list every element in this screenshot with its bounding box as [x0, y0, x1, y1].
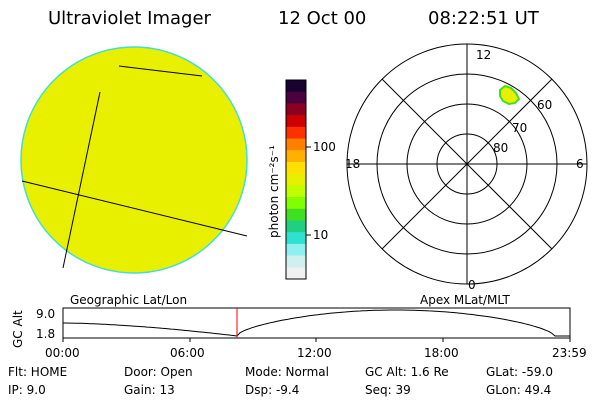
colorbar-segment: [286, 232, 306, 245]
colorbar: [286, 80, 306, 280]
time-tick-label: 00:00: [45, 346, 80, 360]
altitude-axis-label: GC Alt: [11, 310, 25, 348]
time-tick-label: 23:59: [552, 346, 587, 360]
geographic-grid-line: [62, 91, 101, 269]
aurora-patch: [499, 84, 521, 106]
colorbar-segment: [286, 255, 306, 268]
glon-info: GLon: 49.4: [486, 383, 552, 397]
time-label: 08:22:51 UT: [428, 8, 539, 29]
time-tick-label: 06:00: [170, 346, 205, 360]
filter-info: Flt: HOME: [8, 365, 68, 379]
colorbar-tick-label: 10: [313, 228, 328, 242]
colorbar-segment: [286, 126, 306, 140]
colorbar-segment: [286, 267, 306, 280]
altitude-curve: [63, 309, 570, 337]
magnetic-panel-label: Apex MLat/MLT: [420, 293, 510, 307]
mlt-label-18: 18: [345, 157, 360, 171]
time-tick-label: 18:00: [424, 346, 459, 360]
mlt-label-12: 12: [476, 48, 491, 62]
geographic-disk: [20, 46, 248, 274]
ip-info: IP: 9.0: [8, 383, 46, 397]
date-label: 12 Oct 00: [278, 8, 367, 29]
geographic-grid-line: [21, 180, 248, 237]
colorbar-segment: [286, 103, 306, 116]
mlt-label-6: 6: [576, 157, 584, 171]
lat-label-60: 60: [537, 98, 552, 112]
colorbar-tick-label: 100: [313, 140, 336, 154]
colorbar-segment: [286, 208, 306, 221]
geographic-panel-label: Geographic Lat/Lon: [70, 293, 187, 307]
colorbar-segment: [286, 80, 306, 93]
colorbar-segment: [286, 243, 306, 257]
altitude-x-ticks: [62, 338, 571, 342]
colorbar-segment: [286, 161, 306, 175]
colorbar-segment: [286, 185, 306, 198]
colorbar-segment: [286, 115, 306, 128]
magnetic-polar-grid: [346, 43, 588, 285]
altitude-tick-label: 9.0: [36, 307, 55, 321]
gain-info: Gain: 13: [124, 383, 175, 397]
lat-label-80: 80: [493, 141, 508, 155]
mode-info: Mode: Normal: [245, 365, 329, 379]
dsp-info: Dsp: -9.4: [245, 383, 300, 397]
colorbar-unit-label: photon cm⁻²s⁻¹: [267, 145, 281, 238]
colorbar-frame: [285, 79, 307, 280]
colorbar-segment: [286, 220, 306, 233]
altitude-plot-frame: [62, 307, 571, 339]
colorbar-segment: [286, 197, 306, 210]
colorbar-segment: [286, 91, 306, 104]
geographic-grid-line: [118, 65, 203, 77]
colorbar-segment: [286, 173, 306, 186]
instrument-title: Ultraviolet Imager: [48, 8, 211, 29]
gc-alt-info: GC Alt: 1.6 Re: [365, 365, 449, 379]
colorbar-segment: [286, 150, 306, 163]
mlt-label-0: 0: [468, 278, 476, 292]
altitude-tick-label: 1.8: [36, 327, 55, 341]
seq-info: Seq: 39: [365, 383, 411, 397]
glat-info: GLat: -59.0: [486, 365, 553, 379]
door-info: Door: Open: [124, 365, 193, 379]
lat-label-70: 70: [512, 121, 527, 135]
colorbar-segment: [286, 138, 306, 151]
time-tick-label: 12:00: [297, 346, 332, 360]
